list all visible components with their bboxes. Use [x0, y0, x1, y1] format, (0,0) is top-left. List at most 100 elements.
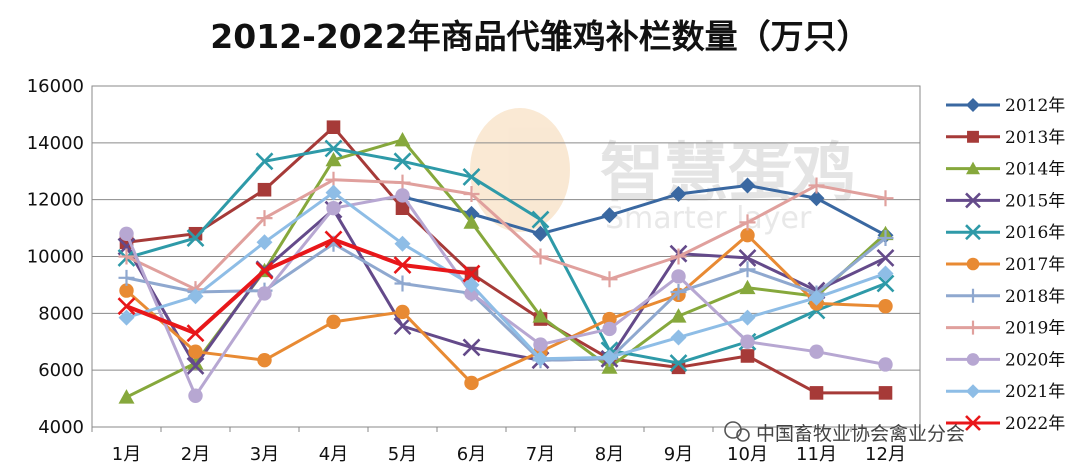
data-point: [186, 356, 205, 375]
watermark-source: 中国畜牧业协会禽业分会: [724, 421, 965, 445]
data-point: [877, 265, 894, 282]
data-point: [532, 308, 549, 323]
data-point: [739, 279, 756, 295]
legend-item: 2016年: [946, 223, 1065, 243]
x-tick-label: 5月: [388, 444, 417, 465]
wechat-icon: [724, 421, 750, 442]
data-point: [740, 334, 755, 349]
data-point: [601, 349, 618, 366]
legend-label: 2014年: [1005, 160, 1065, 180]
data-point: [394, 275, 411, 292]
legend-marker: [966, 288, 980, 303]
x-tick-label: 3月: [250, 444, 279, 465]
series-layer: [117, 120, 895, 404]
chart-title: 2012-2022年商品代雏鸡补栏数量（万只）: [210, 17, 870, 56]
data-point: [533, 337, 548, 352]
data-point: [808, 190, 825, 207]
data-point: [878, 386, 893, 400]
data-point: [393, 317, 412, 336]
legend-label: 2020年: [1005, 350, 1065, 370]
legend-label: 2021年: [1005, 382, 1065, 402]
data-point: [670, 308, 687, 323]
data-point: [118, 389, 135, 404]
series-line: [125, 233, 886, 385]
data-point: [670, 185, 687, 202]
data-point: [532, 248, 549, 265]
watermark-brand: 智慧蛋鸡 Smarter layer: [470, 108, 856, 236]
data-point: [394, 174, 411, 191]
series-line: [126, 191, 886, 361]
data-point: [256, 210, 273, 227]
data-point: [255, 152, 274, 171]
data-point: [531, 210, 550, 229]
data-point: [394, 131, 411, 147]
data-point: [462, 168, 481, 186]
y-tick-label: 8000: [38, 303, 84, 324]
data-point: [188, 226, 203, 241]
data-point: [671, 269, 686, 284]
data-point: [118, 309, 135, 326]
data-point: [395, 304, 410, 320]
legend-label: 2022年: [1005, 414, 1065, 434]
series-line: [126, 236, 887, 362]
data-point: [463, 185, 480, 202]
data-point: [739, 214, 756, 231]
data-point: [118, 248, 135, 265]
data-point: [188, 388, 203, 403]
data-point: [187, 355, 204, 370]
data-point: [808, 289, 825, 306]
legend-item: 2021年: [946, 382, 1065, 402]
y-axis: 4000 6000 8000 10000 12000 14000 16000: [27, 76, 84, 438]
series-2021年: [118, 184, 894, 367]
data-point: [602, 311, 617, 327]
legend-item: 2018年: [946, 287, 1065, 307]
data-point: [878, 357, 893, 372]
data-point: [393, 152, 412, 171]
data-point: [256, 234, 273, 251]
data-point: [670, 248, 687, 265]
data-point: [739, 177, 756, 194]
data-point: [324, 230, 343, 249]
legend-item: 2020年: [946, 350, 1065, 370]
series-line: [125, 208, 887, 368]
legend-label: 2012年: [1005, 96, 1065, 116]
legend-item: 2013年: [946, 128, 1065, 148]
x-axis: 1月 2月 3月 4月 5月 6月 7月 8月 9月 10月 11月 12月: [91, 427, 906, 465]
data-point: [601, 271, 618, 288]
data-point: [187, 288, 204, 305]
legend-label: 2013年: [1005, 128, 1065, 148]
data-point: [670, 284, 687, 301]
y-tick-label: 14000: [27, 133, 84, 154]
y-tick-label: 6000: [38, 360, 84, 381]
data-point: [394, 235, 411, 252]
legend-marker: [965, 415, 981, 431]
series-line: [125, 237, 472, 336]
legend-label: 2019年: [1005, 319, 1065, 339]
legend-marker: [966, 98, 980, 112]
x-tick-label: 1月: [112, 444, 141, 465]
data-point: [601, 207, 618, 224]
data-point: [462, 338, 481, 357]
legend-item: 2014年: [946, 160, 1065, 180]
series-line: [125, 193, 886, 398]
legend-item: 2015年: [946, 191, 1065, 211]
data-point: [740, 227, 755, 243]
data-point: [463, 214, 480, 229]
data-point: [740, 349, 755, 363]
data-point: [738, 249, 757, 267]
data-point: [602, 321, 617, 337]
data-point: [257, 182, 272, 197]
series-line: [125, 178, 886, 291]
data-point: [257, 353, 272, 368]
legend: 2012年 2013年 2014年 2015年 2016年 2017年 2018年 2019年…: [946, 96, 1065, 434]
series-line: [126, 147, 887, 365]
series-2019年: [118, 171, 894, 298]
legend-marker: [965, 192, 981, 209]
legend-marker: [965, 224, 981, 241]
x-tick-label: 9月: [664, 444, 693, 465]
data-point: [395, 201, 410, 215]
legend-item: 2019年: [946, 319, 1065, 339]
legend-item: 2017年: [946, 255, 1065, 275]
data-point: [739, 309, 756, 326]
legend-item: 2012年: [946, 96, 1065, 116]
